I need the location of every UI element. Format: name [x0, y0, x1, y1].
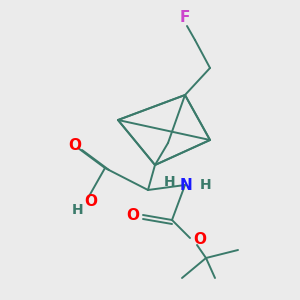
Text: N: N: [180, 178, 192, 193]
Text: H: H: [164, 175, 176, 189]
Text: H: H: [72, 203, 84, 217]
Text: O: O: [68, 137, 82, 152]
Text: H: H: [200, 178, 212, 192]
Text: O: O: [126, 208, 139, 223]
Text: O: O: [193, 232, 206, 247]
Text: F: F: [180, 11, 190, 26]
Text: O: O: [85, 194, 98, 208]
